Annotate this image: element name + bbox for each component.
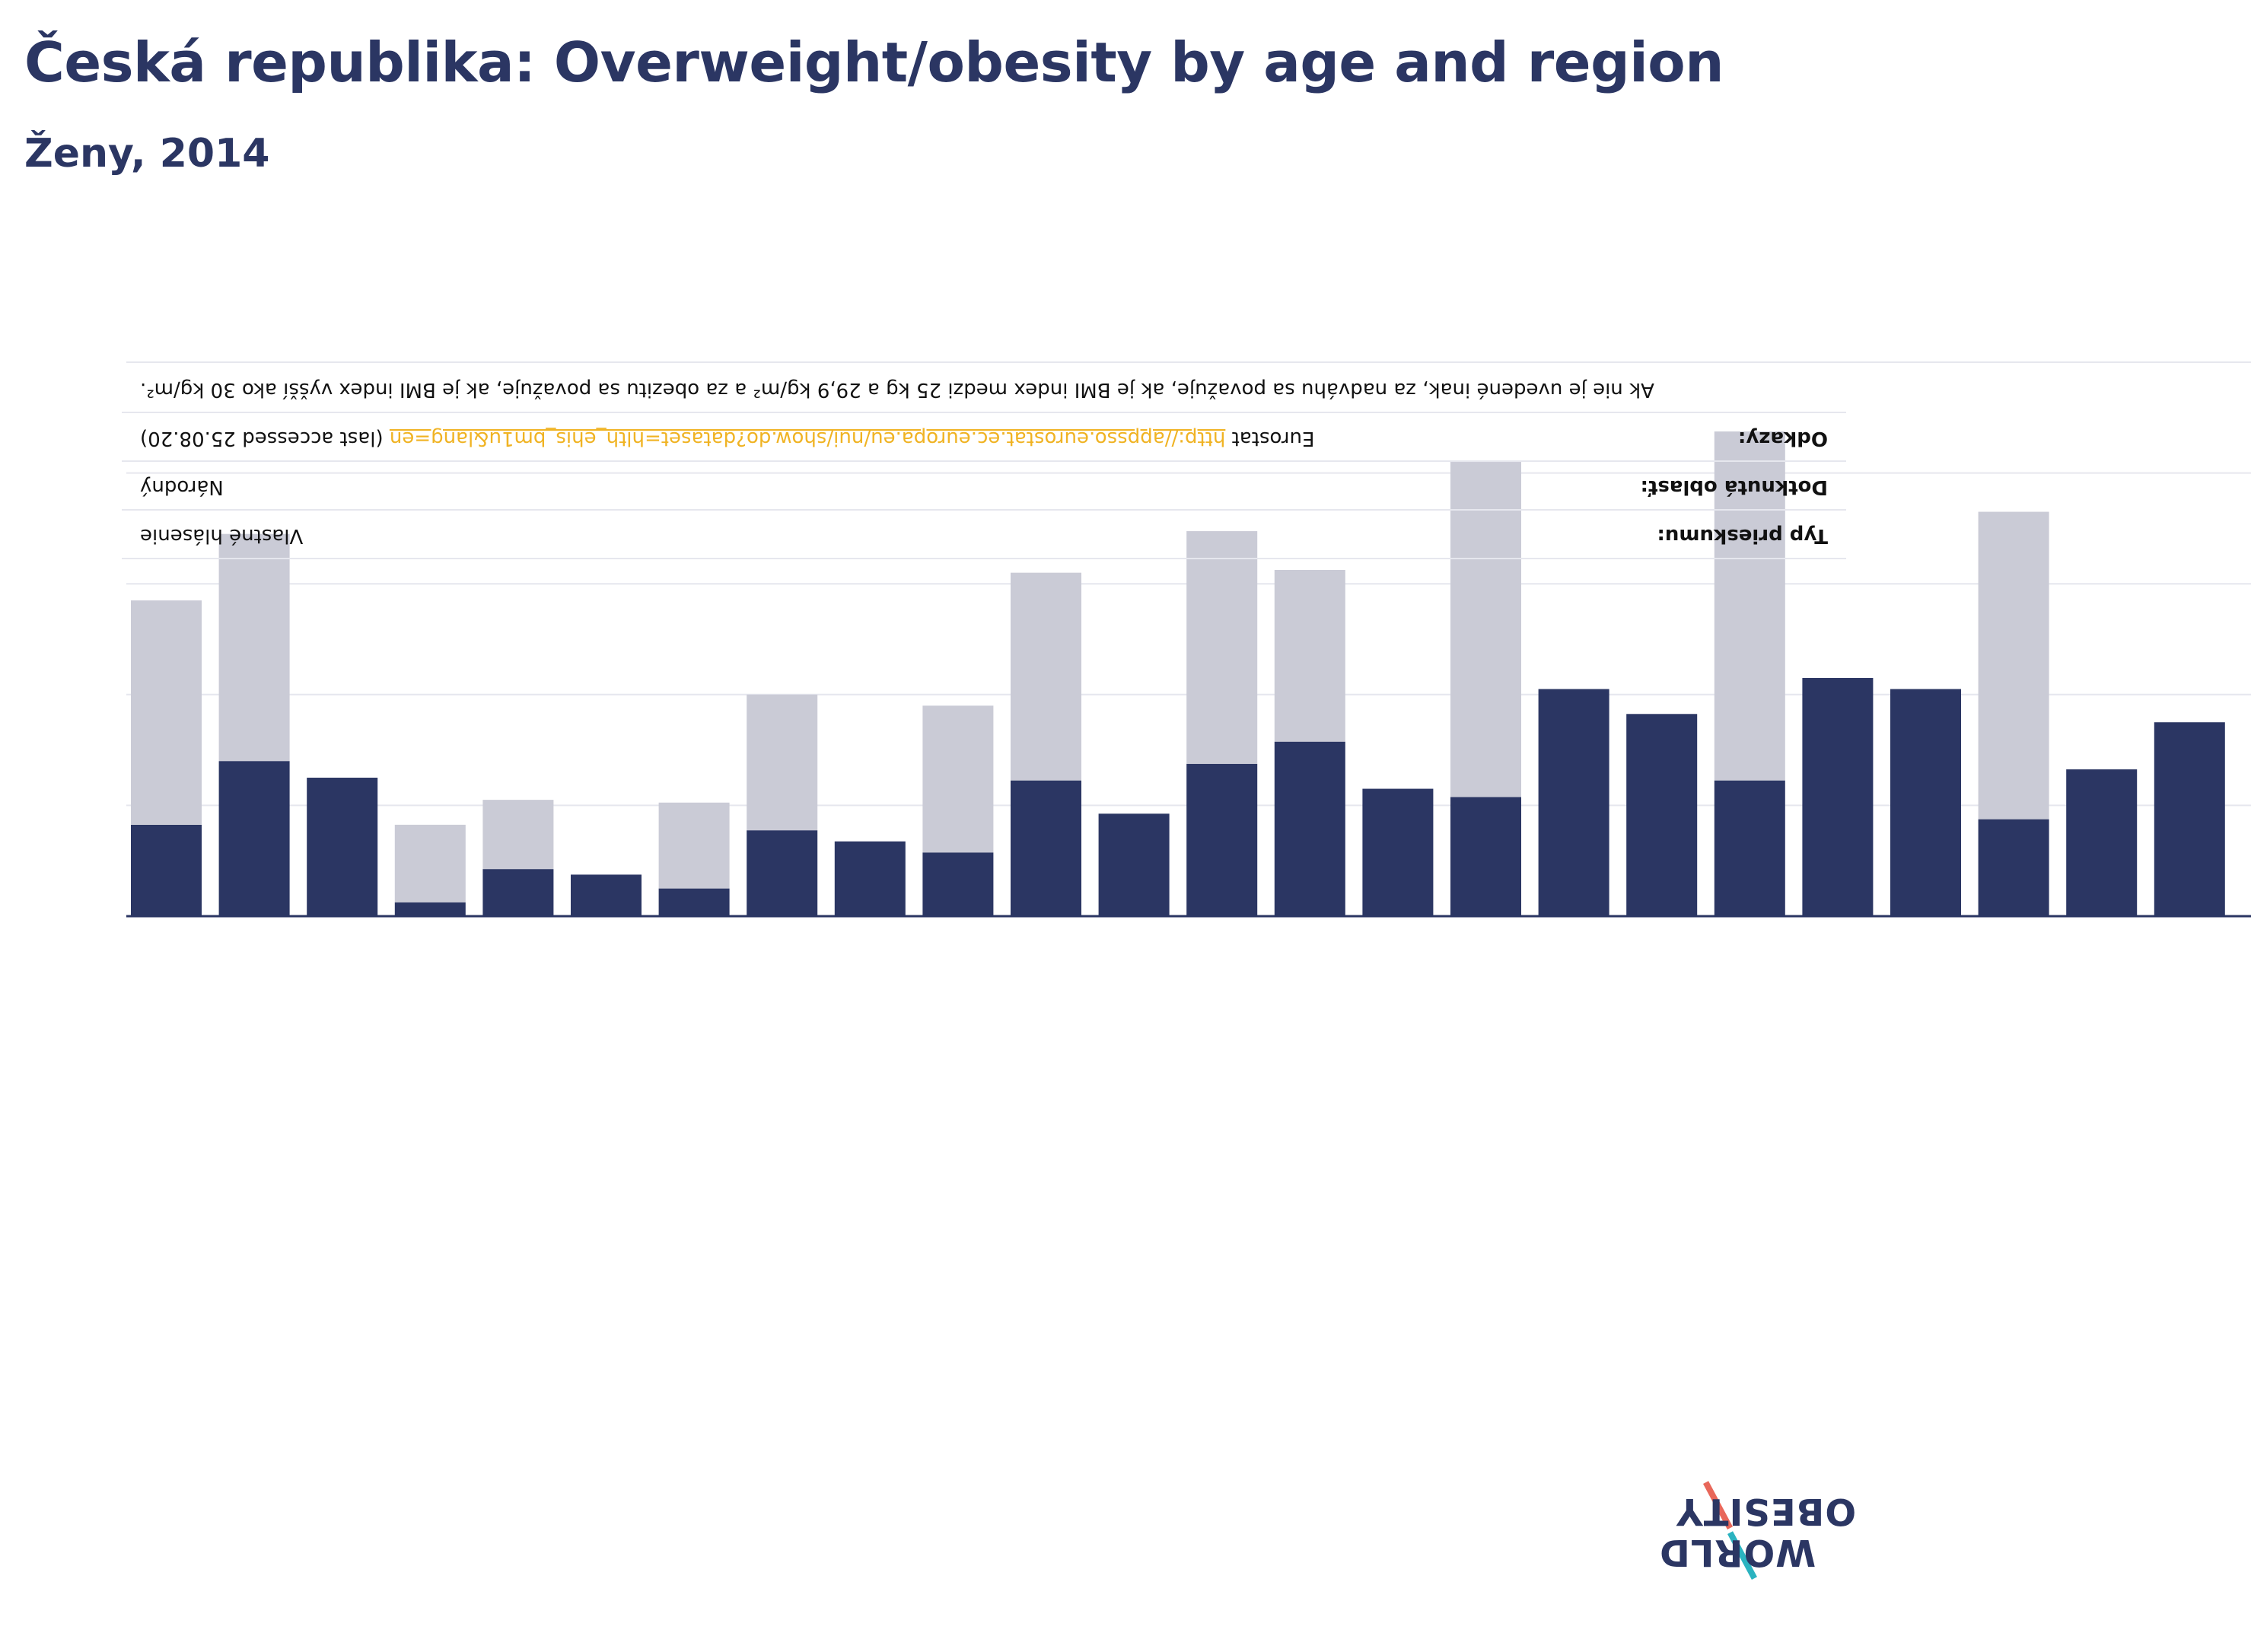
bar-obesity[interactable] bbox=[1098, 813, 1170, 916]
references-prefix: Eurostat bbox=[1231, 427, 1315, 450]
bar-obesity[interactable] bbox=[571, 874, 642, 916]
references-row: Odkazy: Eurostat http://appsso.eurostat.… bbox=[122, 413, 1846, 462]
bar-obesity[interactable] bbox=[1802, 677, 1874, 916]
bar-obesity[interactable] bbox=[1626, 714, 1698, 916]
bar-overweight[interactable] bbox=[1186, 531, 1258, 764]
references-value: Eurostat http://appsso.eurostat.ec.europ… bbox=[140, 427, 1314, 450]
bar-obesity[interactable] bbox=[2066, 769, 2138, 916]
references-suffix: (last accessed 25.08.20) bbox=[140, 427, 384, 450]
bar-obesity[interactable] bbox=[658, 888, 730, 916]
bar-overweight[interactable] bbox=[1978, 511, 2049, 820]
bar-overweight[interactable] bbox=[218, 533, 290, 762]
chart-subtitle: Ženy, 2014 bbox=[24, 131, 270, 177]
bar-overweight[interactable] bbox=[1714, 431, 1785, 781]
bar-obesity[interactable] bbox=[1890, 689, 1961, 916]
bar-overweight[interactable] bbox=[1274, 570, 1345, 742]
area-value: Národný bbox=[140, 476, 224, 498]
world-obesity-logo: OBESITY WORLD bbox=[1659, 1481, 1857, 1590]
bar-overweight[interactable] bbox=[394, 824, 466, 902]
bar-overweight[interactable] bbox=[747, 694, 818, 831]
survey-type-label: Typ prieskumu: bbox=[1657, 524, 1828, 547]
logo-text-obesity: OBESITY bbox=[1676, 1490, 1857, 1533]
bar-overweight[interactable] bbox=[1450, 462, 1521, 797]
bar-obesity[interactable] bbox=[1538, 689, 1609, 916]
bar-obesity[interactable] bbox=[218, 761, 290, 916]
bar-obesity[interactable] bbox=[1978, 819, 2049, 916]
references-label: Odkazy: bbox=[1737, 427, 1828, 450]
area-label: Dotknutá oblasť: bbox=[1640, 476, 1828, 498]
bar-obesity[interactable] bbox=[482, 869, 554, 916]
area-row: Dotknutá oblasť: Národný bbox=[122, 462, 1846, 511]
definition-note: Ak nie je uvedené inak, za nadváhu sa po… bbox=[140, 378, 1654, 401]
bar-obesity[interactable] bbox=[307, 778, 378, 916]
bar-overweight[interactable] bbox=[131, 600, 202, 825]
bar-overweight[interactable] bbox=[658, 802, 730, 889]
bar-obesity[interactable] bbox=[1450, 797, 1521, 916]
bar-obesity[interactable] bbox=[1186, 763, 1258, 916]
bar-obesity[interactable] bbox=[834, 841, 906, 916]
references-link[interactable]: http://appsso.eurostat.ec.europa.eu/nui/… bbox=[389, 427, 1226, 450]
survey-type-value: Vlastné hlásenie bbox=[140, 524, 304, 547]
definition-row: Ak nie je uvedené inak, za nadváhu sa po… bbox=[122, 364, 1846, 413]
bar-overweight[interactable] bbox=[922, 705, 994, 853]
bar-chart bbox=[126, 361, 2251, 918]
logo-text-world: WORLD bbox=[1659, 1531, 1816, 1574]
notes-table: Typ prieskumu: Vlastné hlásenie Dotknutá… bbox=[122, 358, 1846, 559]
bar-overweight[interactable] bbox=[482, 800, 554, 870]
bar-obesity[interactable] bbox=[394, 902, 466, 916]
bar-overweight[interactable] bbox=[1011, 572, 1081, 781]
bar-obesity[interactable] bbox=[2154, 722, 2225, 916]
bar-obesity[interactable] bbox=[1274, 741, 1345, 916]
bars bbox=[131, 431, 2225, 916]
bar-obesity[interactable] bbox=[1011, 780, 1081, 916]
bar-obesity[interactable] bbox=[1362, 788, 1434, 916]
bar-obesity[interactable] bbox=[1714, 780, 1785, 916]
bar-obesity[interactable] bbox=[922, 852, 994, 916]
chart-title: Česká republika: Overweight/obesity by a… bbox=[24, 30, 1724, 94]
survey-type-row: Typ prieskumu: Vlastné hlásenie bbox=[122, 511, 1846, 559]
bar-obesity[interactable] bbox=[747, 830, 818, 916]
bar-obesity[interactable] bbox=[131, 824, 202, 916]
